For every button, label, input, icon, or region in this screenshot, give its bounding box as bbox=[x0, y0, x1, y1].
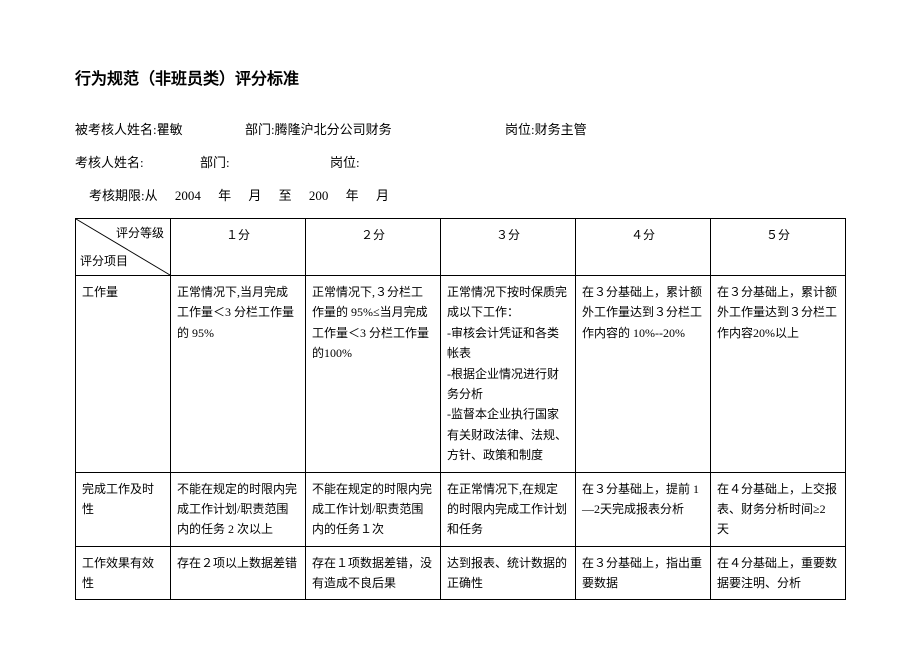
col-header: １分 bbox=[171, 219, 306, 276]
year-word2: 年 bbox=[346, 188, 359, 203]
page-title: 行为规范（非班员类）评分标准 bbox=[75, 65, 845, 89]
from-year: 2004 bbox=[175, 188, 201, 203]
cell: 在３分基础上，累计额外工作量达到３分栏工作内容的 10%--20% bbox=[576, 276, 711, 473]
evaluee-post: 财务主管 bbox=[535, 122, 587, 137]
col-header: ２分 bbox=[306, 219, 441, 276]
col-header: ４分 bbox=[576, 219, 711, 276]
cell: 不能在规定的时限内完成工作计划/职责范围内的任务１次 bbox=[306, 472, 441, 546]
col-header: ５分 bbox=[711, 219, 846, 276]
diag-header: 评分等级 评分项目 bbox=[76, 219, 171, 276]
cell: 在３分基础上，累计额外工作量达到３分栏工作内容20%以上 bbox=[711, 276, 846, 473]
period-line: 考核期限:从 2004 年 月 至 200 年 月 bbox=[75, 185, 845, 204]
to-year: 200 bbox=[309, 188, 329, 203]
cell: 在３分基础上，提前 1—2天完成报表分析 bbox=[576, 472, 711, 546]
to-word: 至 bbox=[279, 188, 292, 203]
cell: 存在１项数据差错，没有造成不良后果 bbox=[306, 546, 441, 600]
diag-top: 评分等级 bbox=[116, 223, 164, 243]
cell: 正常情况下按时保质完成以下工作： -审核会计凭证和各类帐表 -根据企业情况进行财… bbox=[441, 276, 576, 473]
table-row: 工作效果有效性存在２项以上数据差错存在１项数据差错，没有造成不良后果达到报表、统… bbox=[76, 546, 846, 600]
row-label: 工作量 bbox=[76, 276, 171, 473]
col-header: ３分 bbox=[441, 219, 576, 276]
post-label2: 岗位: bbox=[330, 155, 360, 170]
table-row: 工作量正常情况下,当月完成工作量＜3 分栏工作量的 95%正常情况下,３分栏工作… bbox=[76, 276, 846, 473]
cell: 正常情况下,３分栏工作量的 95%≤当月完成工作量＜3 分栏工作量的100% bbox=[306, 276, 441, 473]
cell: 达到报表、统计数据的正确性 bbox=[441, 546, 576, 600]
dept-label: 部门: bbox=[245, 122, 275, 137]
cell: 在正常情况下,在规定的时限内完成工作计划和任务 bbox=[441, 472, 576, 546]
evaluee-dept: 腾隆沪北分公司财务 bbox=[275, 122, 392, 137]
cell: 不能在规定的时限内完成工作计划/职责范围内的任务 2 次以上 bbox=[171, 472, 306, 546]
cell: 正常情况下,当月完成工作量＜3 分栏工作量的 95% bbox=[171, 276, 306, 473]
evaluee-label: 被考核人姓名: bbox=[75, 122, 157, 137]
month-word2: 月 bbox=[376, 188, 389, 203]
table-header-row: 评分等级 评分项目 １分 ２分 ３分 ４分 ５分 bbox=[76, 219, 846, 276]
dept-label2: 部门: bbox=[200, 155, 230, 170]
year-word1: 年 bbox=[218, 188, 231, 203]
row-label: 完成工作及时性 bbox=[76, 472, 171, 546]
evaluator-line: 考核人姓名: 部门: 岗位: bbox=[75, 152, 845, 171]
diag-bot: 评分项目 bbox=[80, 251, 128, 271]
period-label: 考核期限:从 bbox=[89, 188, 158, 203]
post-label: 岗位: bbox=[505, 122, 535, 137]
cell: 在４分基础上，上交报表、财务分析时间≥2 天 bbox=[711, 472, 846, 546]
cell: 在４分基础上，重要数据要注明、分析 bbox=[711, 546, 846, 600]
score-table: 评分等级 评分项目 １分 ２分 ３分 ４分 ５分 工作量正常情况下,当月完成工作… bbox=[75, 218, 846, 600]
cell: 在３分基础上，指出重要数据 bbox=[576, 546, 711, 600]
cell: 存在２项以上数据差错 bbox=[171, 546, 306, 600]
month-word1: 月 bbox=[248, 188, 261, 203]
evaluee-line: 被考核人姓名:瞿敏 部门:腾隆沪北分公司财务 岗位:财务主管 bbox=[75, 119, 845, 138]
row-label: 工作效果有效性 bbox=[76, 546, 171, 600]
evaluator-label: 考核人姓名: bbox=[75, 155, 144, 170]
table-row: 完成工作及时性不能在规定的时限内完成工作计划/职责范围内的任务 2 次以上不能在… bbox=[76, 472, 846, 546]
evaluee-name: 瞿敏 bbox=[157, 122, 183, 137]
